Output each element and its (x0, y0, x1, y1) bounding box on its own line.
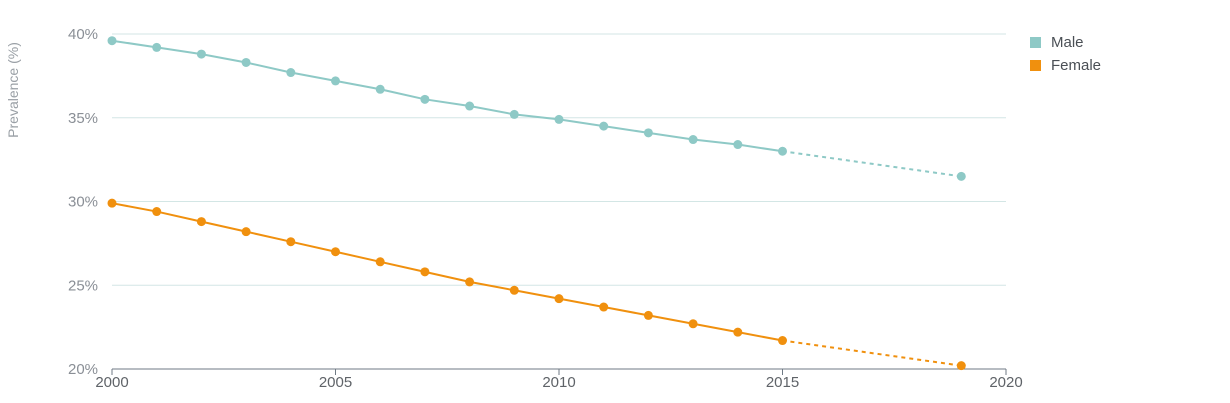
data-point-male[interactable] (599, 121, 609, 131)
data-point-female[interactable] (688, 319, 698, 329)
data-point-male[interactable] (643, 128, 653, 138)
gridlines (112, 33, 1006, 286)
data-point-male[interactable] (956, 171, 966, 181)
data-point-male[interactable] (733, 140, 743, 150)
series-line-female (111, 202, 783, 342)
data-point-female[interactable] (956, 361, 966, 371)
data-point-male[interactable] (688, 135, 698, 145)
data-point-male[interactable] (778, 146, 787, 156)
axes: 20% 25% 30% 35% 40% 2000 2005 2010 2015 2020 (68, 26, 1023, 391)
data-point-female[interactable] (420, 267, 430, 277)
data-point-male[interactable] (196, 49, 206, 59)
y-axis-title: Prevalence (%) (5, 42, 21, 138)
y-tick-label: 20% (68, 361, 98, 378)
y-tick-label: 35% (68, 110, 98, 127)
data-point-male[interactable] (420, 94, 430, 104)
series-lines (111, 39, 962, 367)
data-point-female[interactable] (107, 198, 117, 208)
data-point-male[interactable] (375, 84, 385, 94)
data-point-female[interactable] (599, 302, 609, 312)
legend-item-female[interactable]: Female (1030, 54, 1101, 77)
y-tick-label: 25% (68, 277, 98, 294)
data-point-female[interactable] (643, 310, 653, 320)
data-point-female[interactable] (509, 285, 519, 295)
data-point-female[interactable] (465, 277, 475, 287)
data-point-male[interactable] (241, 57, 251, 67)
x-tick-label: 2015 (766, 374, 799, 391)
y-tick-label: 40% (68, 26, 98, 43)
legend-label-male: Male (1051, 34, 1084, 51)
legend-swatch-male (1030, 37, 1041, 48)
data-point-female[interactable] (375, 257, 385, 267)
data-point-female[interactable] (331, 247, 340, 257)
data-point-male[interactable] (554, 114, 564, 124)
series-projection-line-male (782, 150, 962, 178)
data-points (107, 36, 966, 371)
series-projection-line-female (782, 339, 962, 367)
data-point-female[interactable] (152, 207, 162, 217)
data-point-female[interactable] (286, 237, 296, 247)
data-point-male[interactable] (107, 36, 117, 46)
x-tick-label: 2005 (319, 374, 352, 391)
legend: Male Female (1030, 31, 1101, 77)
x-tick-label: 2020 (989, 374, 1022, 391)
legend-label-female: Female (1051, 57, 1102, 74)
data-point-female[interactable] (241, 227, 251, 237)
data-point-female[interactable] (733, 327, 743, 337)
data-point-male[interactable] (152, 42, 162, 52)
y-tick-label: 30% (68, 194, 98, 211)
x-tick-label: 2010 (542, 374, 575, 391)
data-point-male[interactable] (509, 109, 519, 119)
series-line-male (111, 39, 783, 153)
data-point-female[interactable] (196, 217, 206, 227)
data-point-female[interactable] (554, 294, 564, 304)
data-point-male[interactable] (465, 101, 475, 111)
data-point-male[interactable] (331, 76, 340, 86)
legend-item-male[interactable]: Male (1030, 31, 1101, 54)
data-point-female[interactable] (778, 336, 787, 346)
data-point-male[interactable] (286, 68, 296, 78)
legend-swatch-female (1030, 60, 1041, 71)
x-tick-label: 2000 (95, 374, 128, 391)
